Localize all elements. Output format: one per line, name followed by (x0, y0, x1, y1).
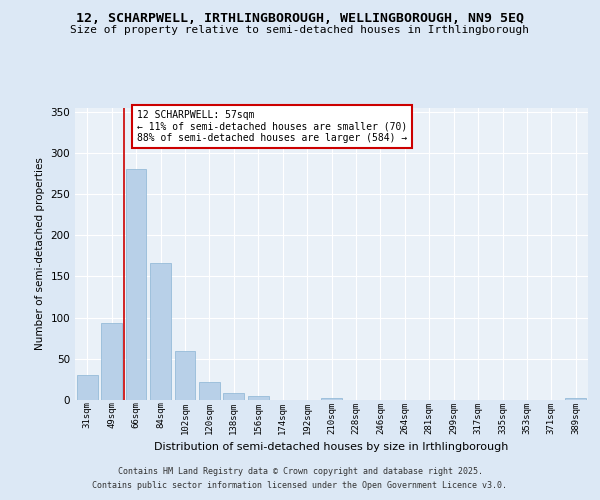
Bar (125, 170, 146, 400)
Bar (565, 398, 586, 400)
Bar (199, 382, 220, 400)
Bar (175, 350, 196, 400)
Text: 12, SCHARPWELL, IRTHLINGBOROUGH, WELLINGBOROUGH, NN9 5EQ: 12, SCHARPWELL, IRTHLINGBOROUGH, WELLING… (76, 12, 524, 26)
X-axis label: Distribution of semi-detached houses by size in Irthlingborough: Distribution of semi-detached houses by … (154, 442, 509, 452)
Bar (77, 376, 98, 400)
Text: Contains public sector information licensed under the Open Government Licence v3: Contains public sector information licen… (92, 481, 508, 490)
Y-axis label: Number of semi-detached properties: Number of semi-detached properties (35, 158, 45, 350)
Text: 12 SCHARPWELL: 57sqm
← 11% of semi-detached houses are smaller (70)
88% of semi-: 12 SCHARPWELL: 57sqm ← 11% of semi-detac… (137, 110, 407, 143)
Bar (321, 398, 342, 400)
Bar (223, 392, 244, 400)
Bar (150, 263, 171, 400)
Text: Contains HM Land Registry data © Crown copyright and database right 2025.: Contains HM Land Registry data © Crown c… (118, 467, 482, 476)
Bar (101, 322, 122, 400)
Bar (248, 396, 269, 400)
Text: Size of property relative to semi-detached houses in Irthlingborough: Size of property relative to semi-detach… (71, 25, 530, 35)
